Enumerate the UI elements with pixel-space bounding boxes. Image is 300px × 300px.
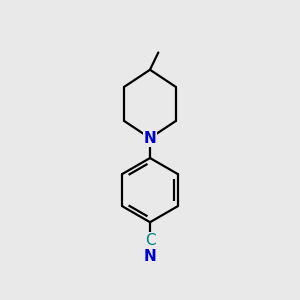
Text: N: N [144,130,156,146]
Text: C: C [145,233,155,248]
Text: N: N [144,249,156,264]
